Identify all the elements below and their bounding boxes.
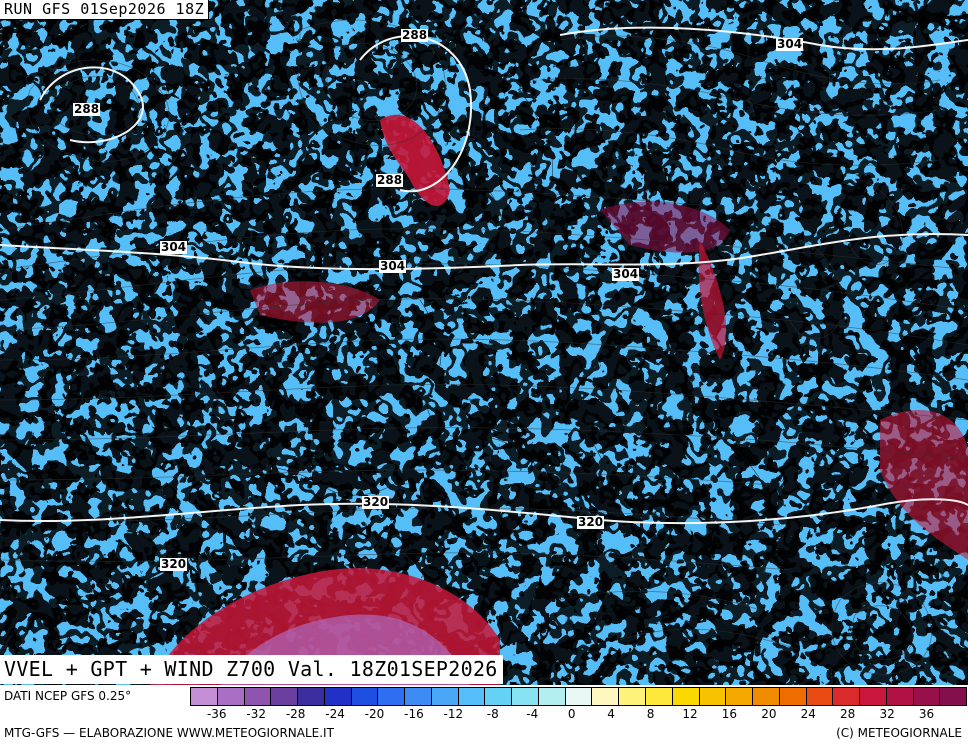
- colorbar-swatch: [939, 687, 968, 706]
- colorbar-swatch: [216, 687, 245, 706]
- isoline-label: 288: [73, 102, 101, 116]
- isoline-label: 304: [776, 37, 804, 51]
- colorbar-swatch: [752, 687, 780, 706]
- colorbar-swatch: [323, 687, 352, 706]
- colorbar-swatch: [430, 687, 459, 706]
- isoline-label: 288: [376, 173, 404, 187]
- colorbar-tick-label: 36: [918, 707, 935, 721]
- colorbar-tick-label: -20: [364, 707, 385, 721]
- colorbar-swatch: [377, 687, 406, 706]
- credit-left: MTG-GFS — ELABORAZIONE WWW.METEOGIORNALE…: [4, 726, 334, 740]
- map-title: VVEL + GPT + WIND Z700 Val. 18Z01SEP2026: [0, 655, 503, 684]
- colorbar-swatch: [671, 687, 700, 706]
- weather-map: RUN GFS 01Sep2026 18Z 288 288 288 304 30…: [0, 0, 968, 685]
- colorbar-swatch: [484, 687, 513, 706]
- isoline-label: 304: [379, 259, 407, 273]
- colorbar-swatch: [511, 687, 539, 706]
- vertical-velocity-field: [0, 0, 968, 685]
- colorbar-tick-label: -24: [325, 707, 345, 721]
- colorbar-tick-label: 28: [840, 707, 856, 721]
- colorbar-swatch: [591, 687, 620, 706]
- credit-right: (C) METEOGIORNALE: [836, 726, 962, 740]
- colorbar-swatch: [537, 687, 566, 706]
- colorbar-swatch: [297, 687, 325, 706]
- colorbar-swatch: [618, 687, 647, 706]
- colorbar-tick-label: -36: [206, 707, 227, 721]
- colorbar-tick-label: -4: [526, 707, 539, 721]
- colorbar-tick-label: 24: [800, 707, 816, 721]
- colorbar-swatch: [270, 687, 299, 706]
- run-title: RUN GFS 01Sep2026 18Z: [0, 0, 210, 20]
- colorbar-tick-label: 32: [879, 707, 895, 721]
- isoline-label: 320: [160, 557, 188, 571]
- colorbar-tick-label: 20: [761, 707, 777, 721]
- colorbar-tick-label: -8: [486, 707, 499, 721]
- isoline-label: 288: [401, 28, 429, 42]
- colorbar-tick-label: -16: [404, 707, 424, 721]
- colorbar-tick-label: 16: [721, 707, 738, 721]
- colorbar-tick-label: 0: [567, 707, 576, 721]
- colorbar-swatch: [243, 687, 272, 706]
- colorbar-tick-label: 8: [646, 707, 655, 721]
- colorbar-swatch: [645, 687, 673, 706]
- colorbar-tick-label: -28: [285, 707, 306, 721]
- colorbar-swatch: [912, 687, 941, 706]
- colorbar-tick-label: -32: [246, 707, 266, 721]
- colorbar-tick-label: -12: [443, 707, 464, 721]
- isoline-label: 320: [362, 495, 390, 509]
- colorbar-swatch: [457, 687, 486, 706]
- isoline-label: 304: [612, 267, 640, 281]
- colorbar-swatch: [885, 687, 914, 706]
- colorbar-swatch: [404, 687, 432, 706]
- colorbar-swatch: [698, 687, 727, 706]
- colorbar-swatch: [805, 687, 834, 706]
- isoline-label: 320: [577, 515, 605, 529]
- colorbar-swatch: [778, 687, 807, 706]
- data-source-label: DATI NCEP GFS 0.25°: [4, 689, 132, 703]
- colorbar-swatch: [190, 687, 218, 706]
- colorbar-swatch: [832, 687, 861, 706]
- colorbar-swatch: [725, 687, 754, 706]
- colorbar-swatch: [564, 687, 593, 706]
- colorbar-swatch: [350, 687, 379, 706]
- colorbar-tick-label: 4: [607, 707, 615, 721]
- isoline-label: 304: [160, 240, 188, 254]
- colorbar: [190, 687, 968, 706]
- colorbar-tick-label: 12: [682, 707, 698, 721]
- colorbar-ticks: -36 -32 -28 -24 -20 -16 -12 -8 -4 0 4 8 12 16 20 24 28 32…: [190, 707, 966, 723]
- footer: DATI NCEP GFS 0.25° -36 -32 -28 -24 -20 -16 -1…: [0, 685, 968, 745]
- colorbar-swatch: [859, 687, 887, 706]
